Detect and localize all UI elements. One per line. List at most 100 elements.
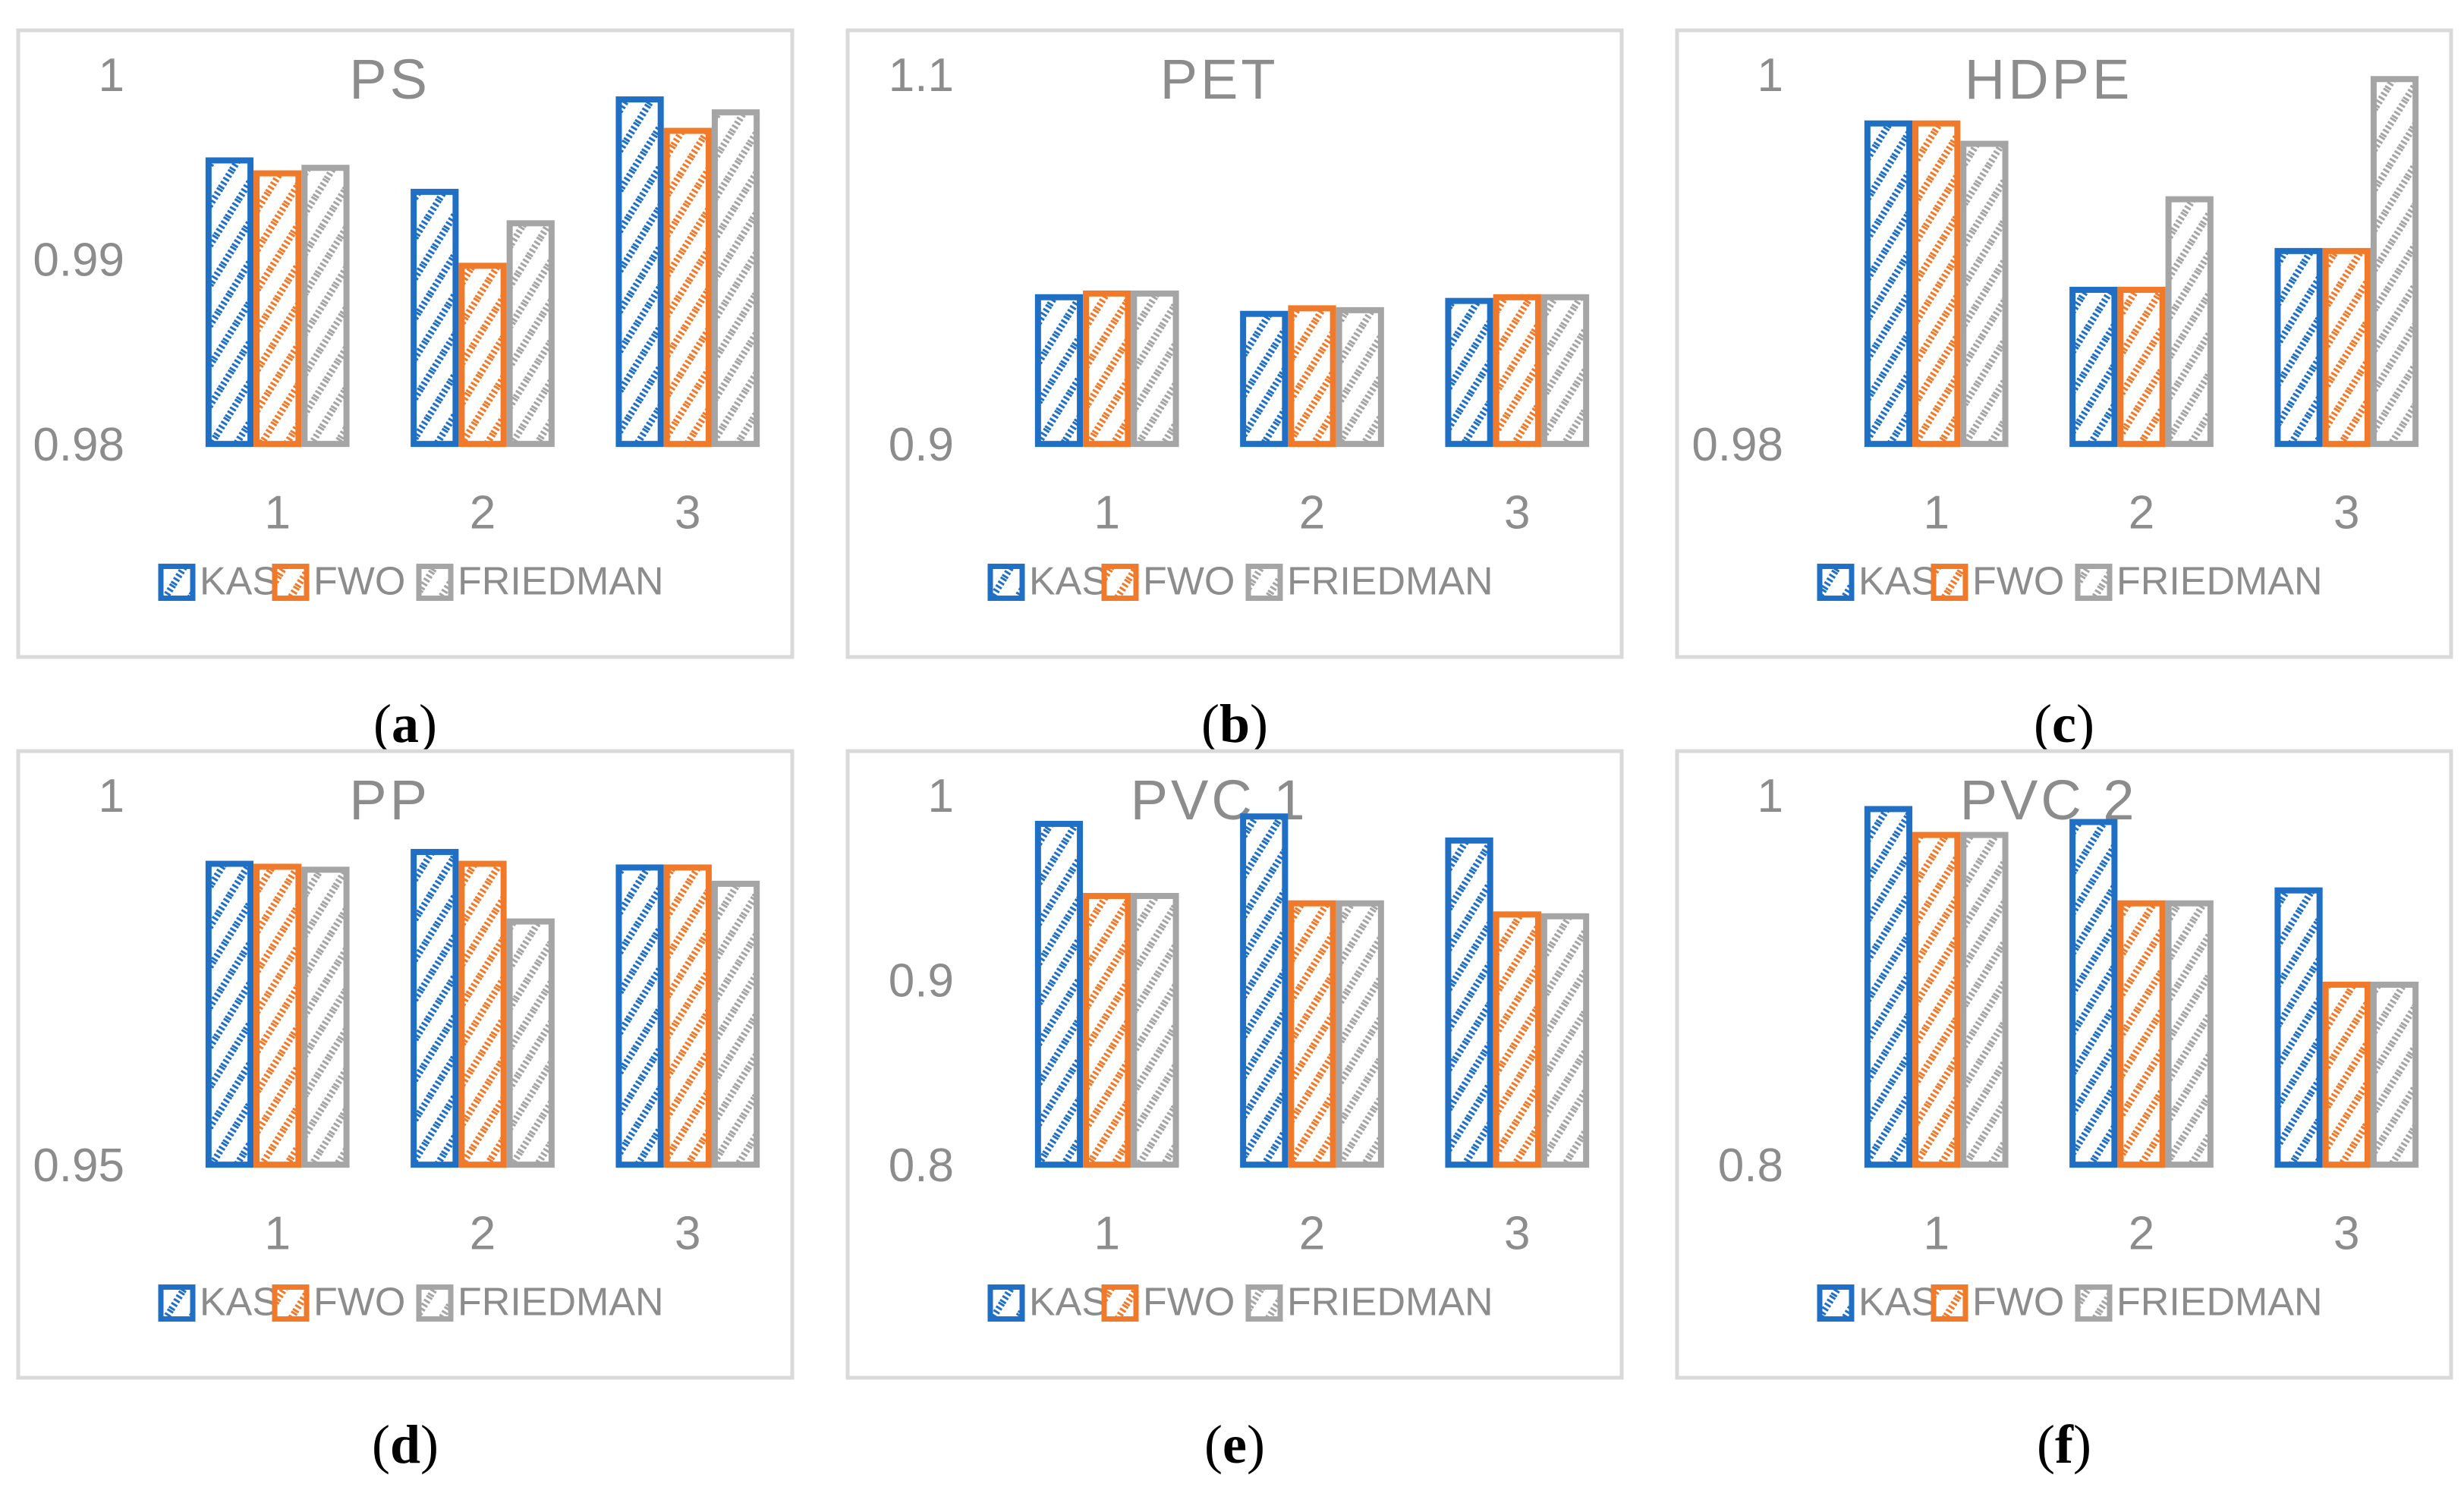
bar-fwo (458, 860, 507, 1168)
legend-label-fwo: FWO (1972, 1281, 2064, 1325)
chart-panel: PET 0.9 1.1 1 2 3 KAS FWO FRIEDMAN (b) (845, 28, 1624, 754)
bar-friedman (2370, 76, 2419, 448)
chart-title: PS (349, 48, 430, 111)
legend-swatch-kas (1817, 564, 1855, 602)
bar-friedman (1540, 294, 1590, 448)
x-tick-label: 1 (264, 1208, 290, 1260)
bar-kas (2274, 247, 2323, 448)
bar-friedman (1131, 290, 1179, 448)
legend-swatch-fwo (272, 1284, 310, 1322)
bar-fwo (663, 127, 712, 448)
legend-label-friedman: FRIEDMAN (2116, 1281, 2323, 1325)
y-tick-label: 0.8 (1718, 1140, 1783, 1192)
y-tick-label: 1 (99, 770, 124, 822)
bar-friedman (2370, 981, 2419, 1168)
y-tick-label: 1 (1758, 49, 1783, 102)
bar-kas (1034, 820, 1084, 1168)
bar-fwo (1288, 305, 1336, 448)
bar-fwo (1493, 911, 1541, 1168)
bar-fwo (2322, 981, 2371, 1168)
bar-friedman (2165, 196, 2214, 448)
bar-kas (1445, 837, 1493, 1168)
chart-panel: PS 0.98 0.99 1 1 2 3 KAS FWO FRIEDMAN (a) (16, 28, 795, 754)
chart-title: PET (1160, 48, 1279, 111)
x-tick-label: 1 (1094, 1208, 1119, 1260)
chart-title: PP (349, 769, 430, 832)
legend-label-fwo: FWO (313, 1281, 405, 1325)
y-tick-label: 0.9 (889, 419, 954, 471)
x-tick-label: 3 (1504, 487, 1530, 539)
legend-swatch-kas (987, 1284, 1025, 1322)
bar-fwo (663, 864, 712, 1168)
bar-kas (2069, 287, 2118, 448)
bar-kas (1240, 813, 1289, 1168)
bar-friedman (1540, 913, 1590, 1168)
legend-swatch-fwo (1101, 1284, 1139, 1322)
y-tick-label: 0.98 (1691, 419, 1783, 471)
chart-panel: HDPE 0.98 1 1 2 3 KAS FWO FRIEDMAN (c) (1675, 28, 2453, 754)
x-tick-label: 3 (2333, 487, 2359, 539)
x-tick-label: 2 (1299, 487, 1325, 539)
x-tick-label: 3 (675, 487, 700, 539)
bar-fwo (2322, 247, 2371, 448)
legend-label-friedman: FRIEDMAN (458, 560, 664, 604)
bar-friedman (1336, 307, 1384, 448)
legend-swatch-fwo (1101, 564, 1139, 602)
bar-kas (1034, 294, 1084, 448)
bar-friedman (301, 165, 350, 448)
legend-label-friedman: FRIEDMAN (458, 1281, 664, 1325)
bar-friedman (1131, 892, 1179, 1168)
bar-kas (1864, 120, 1913, 448)
panel-caption: (b) (1201, 693, 1268, 754)
bar-fwo (1912, 832, 1961, 1168)
x-tick-label: 1 (1923, 1208, 1949, 1260)
x-tick-label: 2 (2129, 487, 2154, 539)
x-tick-label: 1 (264, 487, 290, 539)
x-tick-label: 3 (2333, 1208, 2359, 1260)
legend-label-kas: KAS (200, 560, 278, 604)
bar-kas (411, 848, 459, 1168)
bar-kas (615, 96, 664, 448)
legend-swatch-friedman (1245, 1284, 1283, 1322)
legend-label-kas: KAS (200, 1281, 278, 1325)
legend-label-kas: KAS (1029, 560, 1108, 604)
legend-swatch-friedman (416, 1284, 454, 1322)
legend-label-friedman: FRIEDMAN (1287, 1281, 1493, 1325)
legend-label-fwo: FWO (1143, 560, 1235, 604)
bar-friedman (1960, 140, 2009, 448)
x-tick-label: 1 (1923, 487, 1949, 539)
panel-caption: (e) (1204, 1414, 1265, 1475)
x-tick-label: 2 (470, 487, 496, 539)
y-tick-label: 0.95 (33, 1140, 124, 1192)
x-tick-label: 1 (1094, 487, 1119, 539)
bar-fwo (1083, 892, 1131, 1168)
y-tick-label: 0.9 (889, 954, 954, 1007)
y-tick-label: 1 (928, 770, 954, 822)
bar-fwo (2117, 900, 2166, 1168)
legend-swatch-kas (987, 564, 1025, 602)
legend-label-kas: KAS (1858, 560, 1937, 604)
bar-kas (205, 157, 254, 448)
y-tick-label: 1 (99, 49, 124, 102)
legend-swatch-fwo (1931, 564, 1968, 602)
bar-friedman (301, 866, 350, 1168)
bar-kas (2069, 819, 2118, 1168)
legend-label-fwo: FWO (313, 560, 405, 604)
legend-label-kas: KAS (1858, 1281, 1937, 1325)
bar-kas (205, 860, 254, 1168)
bar-kas (1445, 297, 1493, 448)
bar-kas (615, 864, 664, 1168)
bar-fwo (1288, 900, 1336, 1168)
bar-kas (2274, 887, 2323, 1168)
legend-swatch-fwo (1931, 1284, 1968, 1322)
bar-friedman (506, 918, 555, 1168)
y-tick-label: 1.1 (889, 49, 954, 102)
y-tick-label: 0.98 (33, 419, 124, 471)
legend-label-friedman: FRIEDMAN (2116, 560, 2323, 604)
chart-title: HDPE (1965, 48, 2133, 111)
panel-caption: (a) (373, 693, 437, 754)
bar-friedman (711, 880, 760, 1168)
